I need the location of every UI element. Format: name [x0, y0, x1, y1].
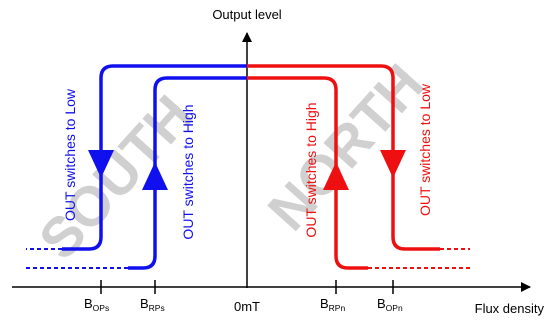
threshold-brps: BRPs — [140, 296, 165, 313]
south-down-arrow — [88, 150, 114, 178]
annotation-north-low: OUT switches to Low — [417, 83, 433, 216]
north-watermark: NORTH — [255, 52, 435, 242]
threshold-bopn: BOPn — [377, 296, 403, 313]
annotation-south-high: OUT switches to High — [180, 104, 196, 239]
south-up-arrow — [142, 162, 168, 190]
threshold-brpn: BRPn — [320, 296, 345, 313]
north-down-arrow — [380, 150, 406, 178]
south-watermark: SOUTH — [27, 83, 205, 271]
origin-label: 0mT — [234, 299, 260, 314]
x-axis-label: Flux density — [475, 301, 545, 316]
annotation-south-low: OUT switches to Low — [62, 88, 78, 221]
threshold-bops: BOPs — [84, 296, 109, 313]
y-axis-label: Output level — [212, 7, 281, 22]
annotation-north-high: OUT switches to High — [303, 102, 319, 237]
north-up-arrow — [323, 162, 349, 190]
